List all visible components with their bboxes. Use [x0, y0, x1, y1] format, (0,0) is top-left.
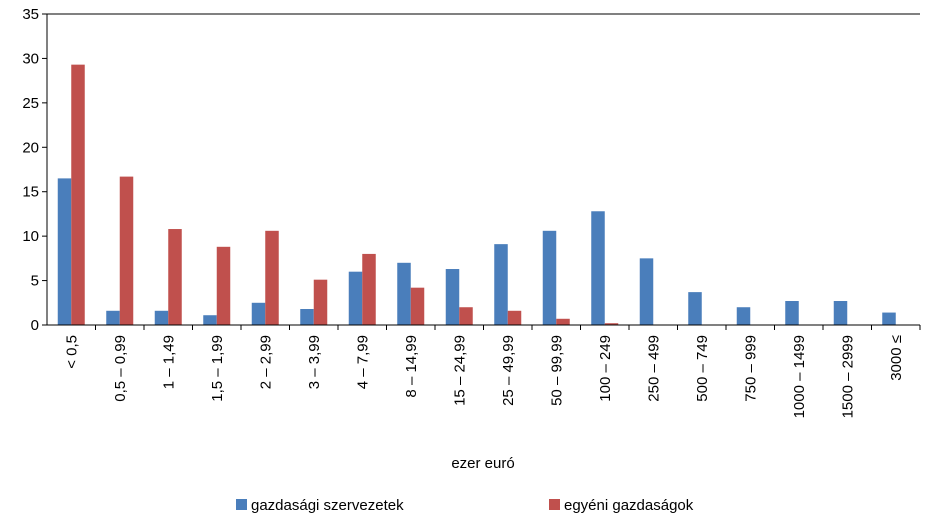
y-tick-label: 10: [22, 228, 39, 245]
y-tick-label: 15: [22, 184, 39, 201]
bar: [154, 310, 169, 325]
bar: [639, 258, 654, 325]
bar: [459, 307, 473, 325]
bar: [785, 301, 799, 325]
bar: [542, 230, 557, 325]
bar: [203, 315, 217, 325]
bar: [882, 312, 896, 325]
bar: [591, 211, 605, 325]
bar: [556, 318, 570, 325]
x-tick-label: 1,5 – 1,99: [209, 335, 226, 402]
x-tick-label: 100 – 249: [597, 335, 614, 402]
bar: [494, 244, 508, 325]
x-tick-label: 25 – 49,99: [500, 335, 517, 406]
bar: [300, 309, 314, 325]
x-tick-label: 3 – 3,99: [306, 335, 323, 389]
legend-label: egyéni gazdaságok: [564, 497, 694, 514]
bar: [445, 269, 460, 325]
bar: [833, 301, 848, 325]
bar: [216, 246, 231, 325]
x-tick-label: 0,5 – 0,99: [112, 335, 129, 402]
x-tick-label: 250 – 499: [645, 335, 662, 402]
y-tick-label: 25: [22, 95, 39, 112]
x-tick-label: 50 – 99,99: [548, 335, 565, 406]
x-tick-label: 1500 – 2999: [839, 335, 856, 418]
bar: [168, 229, 182, 325]
x-tick-label: 2 – 2,99: [257, 335, 274, 389]
legend-swatch: [549, 499, 560, 510]
bar: [71, 64, 85, 326]
x-tick-label: < 0,5: [63, 335, 80, 369]
bar: [397, 262, 411, 325]
x-tick-label: 1 – 1,49: [160, 335, 177, 389]
bar: [604, 323, 619, 325]
x-tick-label: 1000 – 1499: [791, 335, 808, 418]
bar: [688, 292, 702, 325]
legend-swatch: [236, 499, 247, 510]
x-tick-label: 8 – 14,99: [403, 335, 420, 398]
y-tick-label: 30: [22, 50, 39, 67]
y-tick-label: 5: [31, 273, 39, 290]
bar: [313, 279, 328, 325]
x-tick-label: 750 – 999: [742, 335, 759, 402]
x-tick-label: 4 – 7,99: [354, 335, 371, 389]
bar: [348, 271, 363, 325]
bar: [362, 253, 376, 325]
x-tick-label: 3000 ≤: [888, 335, 905, 381]
bar: [119, 176, 134, 325]
x-axis-label: ezer euró: [451, 455, 514, 472]
bar: [410, 287, 425, 325]
bar: [106, 310, 120, 325]
x-tick-label: 15 – 24,99: [451, 335, 468, 406]
y-tick-label: 20: [22, 139, 39, 156]
bar: [57, 178, 72, 325]
bar: [507, 310, 522, 325]
bar: [251, 302, 266, 325]
y-tick-label: 0: [31, 317, 39, 334]
y-tick-label: 35: [22, 6, 39, 23]
bar: [265, 230, 279, 325]
bar: [736, 307, 751, 325]
x-tick-label: 500 – 749: [694, 335, 711, 402]
legend-label: gazdasági szervezetek: [251, 497, 404, 514]
